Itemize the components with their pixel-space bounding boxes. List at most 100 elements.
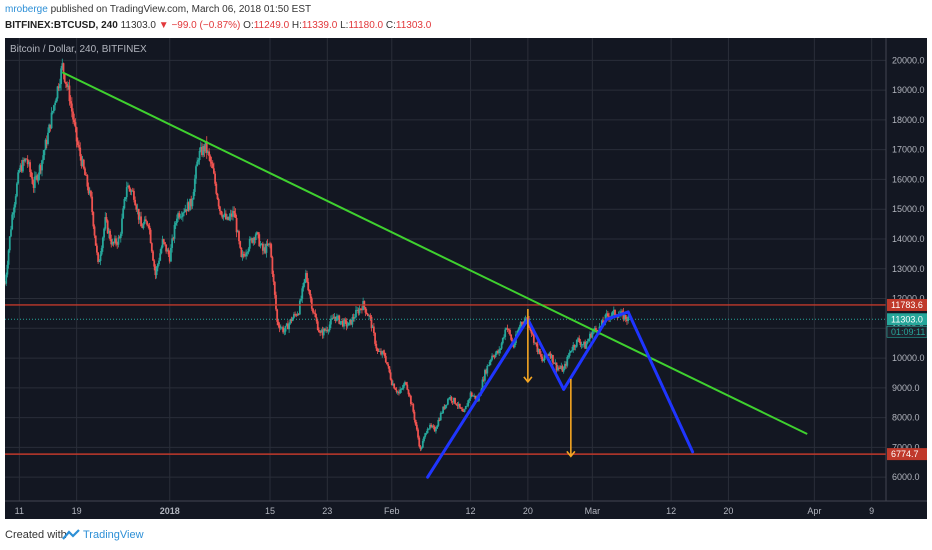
candle-body: [93, 226, 96, 236]
candle-body: [213, 168, 215, 174]
candle-body: [327, 330, 330, 332]
tradingview-brand-link[interactable]: TradingView: [83, 529, 144, 541]
candle-body: [267, 243, 270, 246]
candle-body: [402, 384, 405, 389]
candle-body: [218, 206, 221, 211]
candle-body: [170, 247, 172, 262]
candle-body: [60, 68, 63, 85]
candle-body: [319, 332, 322, 333]
candle-body: [127, 185, 129, 188]
candle-body: [461, 408, 464, 412]
candle-body: [421, 441, 424, 448]
candle-body: [301, 288, 304, 299]
candle-body: [446, 399, 449, 405]
y-tick-label: 12000.0: [892, 294, 925, 304]
candle-body: [107, 230, 110, 234]
drawings: [61, 71, 808, 479]
candle-body: [485, 370, 487, 374]
candle-body: [611, 311, 614, 316]
candle-body: [37, 174, 40, 181]
time-axis-bg: [5, 501, 927, 519]
y-tick-label: 15000.0: [892, 204, 925, 214]
y-tick-label: 9000.0: [892, 383, 920, 393]
candle-body: [518, 326, 521, 330]
candle-body: [438, 419, 441, 421]
candle-body: [579, 341, 582, 346]
candle-body: [159, 253, 162, 261]
candle-body: [504, 329, 507, 337]
candle-body: [224, 213, 227, 220]
candle-body: [487, 365, 490, 367]
candle-body: [329, 318, 332, 325]
price-tag-label: 6774.7: [891, 449, 919, 459]
candle-body: [251, 238, 254, 243]
close-label: C:: [385, 20, 396, 31]
candle-body: [356, 309, 359, 311]
x-tick-label: 20: [723, 506, 733, 516]
candle-body: [393, 383, 396, 389]
candle-body: [367, 314, 369, 317]
author-link[interactable]: mroberge: [5, 4, 48, 15]
candle-body: [174, 223, 177, 225]
candle-body: [581, 344, 584, 346]
open-value: 11249.0: [253, 20, 290, 31]
candle-body: [532, 333, 535, 343]
candle-body: [304, 273, 307, 280]
candle-body: [148, 225, 151, 230]
candle-body: [534, 342, 536, 344]
candle-body: [580, 344, 583, 346]
candle-body: [252, 238, 255, 243]
y-tick-label: 18000.0: [892, 115, 925, 125]
price-change: ▼ −99.0 (−0.87%): [158, 20, 241, 31]
candle-body: [424, 433, 427, 437]
candle-body: [115, 238, 117, 244]
candle-body: [537, 349, 540, 352]
candle-body: [423, 436, 425, 442]
candle-body: [566, 356, 569, 366]
grid: [5, 38, 886, 501]
chart-area[interactable]: 6000.07000.08000.09000.010000.011000.012…: [5, 38, 927, 519]
candle-body: [499, 348, 502, 350]
pattern-line: [426, 317, 530, 479]
candle-body: [158, 260, 160, 265]
countdown-label: 01:09:11: [891, 327, 925, 337]
candle-body: [180, 216, 183, 218]
candle-body: [292, 314, 295, 318]
candle-body: [269, 243, 271, 245]
candle-body: [211, 163, 214, 169]
candle-body: [153, 260, 156, 267]
candle-body: [221, 214, 224, 218]
y-tick-label: 17000.0: [892, 145, 925, 155]
chart-title: Bitcoin / Dollar, 240, BITFINEX: [10, 44, 147, 55]
candle-body: [150, 243, 153, 252]
candle-body: [567, 355, 570, 357]
price-tags: 11783.6 6774.7 11303.0 01:09:11: [886, 298, 927, 461]
candle-body: [498, 349, 501, 354]
candle-body: [209, 156, 212, 162]
candle-body: [552, 355, 554, 363]
candle-body: [306, 273, 308, 283]
candle-body: [111, 242, 114, 245]
candle-body: [376, 348, 379, 352]
candle-body: [183, 211, 185, 213]
candle-body: [372, 326, 375, 334]
candle-body: [118, 237, 121, 239]
candle-body: [331, 317, 333, 319]
candle-body: [53, 105, 55, 112]
candle-body: [328, 324, 331, 331]
candle-body: [13, 204, 16, 213]
candle-body: [155, 267, 158, 276]
candle-body: [97, 252, 100, 263]
candle-body: [549, 353, 552, 359]
candle-body: [196, 161, 199, 167]
candle-body: [51, 111, 54, 113]
price-chart[interactable]: 6000.07000.08000.09000.010000.011000.012…: [5, 38, 927, 519]
candle-body: [156, 264, 159, 268]
created-with-text: Created with: [5, 529, 67, 541]
candle-body: [133, 191, 135, 200]
candle-body: [437, 419, 440, 426]
candle-body: [250, 238, 252, 240]
candle-body: [87, 186, 90, 194]
pattern-line: [626, 310, 695, 454]
candle-body: [321, 330, 324, 336]
